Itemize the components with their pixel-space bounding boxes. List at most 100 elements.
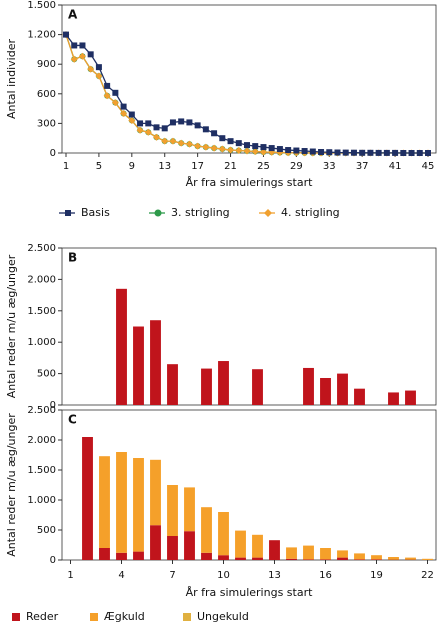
marker: [145, 120, 152, 127]
marker: [103, 92, 111, 100]
marker: [425, 150, 431, 156]
marker: [276, 146, 283, 153]
marker: [79, 42, 86, 49]
y-tick-label: 500: [37, 369, 56, 380]
x-tick-label: 13: [268, 570, 281, 581]
bar-segment: [371, 555, 382, 560]
marker: [235, 140, 242, 147]
marker: [202, 143, 210, 151]
marker: [185, 140, 193, 148]
plot-frame: [61, 4, 437, 154]
marker: [218, 145, 226, 153]
bar: [388, 392, 399, 405]
y-axis-title: Antal individer: [5, 39, 18, 119]
x-tick-label: 16: [319, 570, 332, 581]
marker: [252, 143, 259, 150]
plot-frame: [61, 409, 437, 561]
bar-segment: [235, 557, 246, 560]
marker: [259, 148, 267, 156]
marker: [334, 149, 341, 156]
y-tick-label: 1.500: [27, 465, 56, 476]
marker: [95, 64, 102, 71]
panel-label: B: [68, 251, 77, 265]
legend-marker: [65, 210, 71, 216]
y-tick-label: 2.000: [27, 435, 56, 446]
y-tick-label: 2.000: [27, 274, 56, 285]
bar-segment: [133, 551, 144, 560]
marker: [120, 103, 127, 110]
bar-segment: [354, 559, 365, 560]
legend-marker: [264, 209, 272, 217]
bar-segment: [116, 552, 127, 560]
y-tick-label: 1.500: [27, 0, 56, 11]
x-tick-label: 21: [224, 161, 237, 172]
marker: [260, 144, 267, 151]
legend-swatch: [12, 613, 20, 621]
series-line: [65, 34, 428, 154]
bar-segment: [201, 552, 212, 560]
marker: [87, 65, 95, 73]
marker: [392, 149, 399, 156]
x-tick-label: 41: [389, 161, 402, 172]
bar: [354, 388, 365, 405]
marker: [342, 149, 349, 156]
bar-segment: [371, 559, 382, 560]
panel-label: C: [68, 413, 77, 427]
x-axis-title: År fra simulerings start: [186, 176, 314, 189]
x-tick-label: 37: [356, 161, 369, 172]
bar: [167, 364, 178, 405]
marker: [416, 150, 423, 156]
bar-segment: [235, 530, 246, 558]
bar-segment: [99, 548, 110, 560]
bar: [405, 390, 416, 405]
legend-label: Ægkuld: [104, 610, 145, 623]
plot-frame: [61, 247, 437, 406]
bar: [218, 361, 229, 405]
marker: [144, 128, 152, 136]
legend-label: 4. strigling: [281, 206, 340, 219]
legend-swatch: [183, 613, 191, 621]
marker: [111, 99, 119, 107]
marker: [359, 149, 366, 156]
marker: [194, 142, 202, 150]
marker: [112, 89, 119, 96]
y-tick-label: 1.000: [27, 495, 56, 506]
x-tick-label: 9: [129, 161, 135, 172]
x-tick-label: 13: [158, 161, 171, 172]
bar: [337, 373, 348, 405]
marker: [400, 150, 407, 156]
y-tick-label: 1.200: [27, 30, 56, 41]
marker: [169, 119, 176, 126]
marker: [211, 130, 218, 137]
marker: [161, 137, 169, 145]
y-tick-label: 0: [50, 148, 56, 159]
legend-label: Ungekuld: [197, 610, 249, 623]
marker: [309, 148, 316, 155]
bar-segment: [303, 559, 314, 560]
marker: [137, 120, 144, 127]
marker: [194, 122, 201, 129]
bar: [320, 377, 331, 405]
bar-segment: [116, 452, 127, 553]
y-tick-label: 0: [50, 400, 56, 411]
marker: [104, 82, 111, 89]
y-tick-label: 300: [37, 118, 56, 129]
marker: [169, 137, 177, 145]
bar-segment: [150, 525, 161, 560]
marker: [186, 119, 193, 126]
bar-segment: [99, 456, 110, 548]
marker: [268, 145, 275, 152]
y-axis-title: Antal reder m/u æg/unger: [5, 413, 18, 557]
bar-segment: [218, 512, 229, 556]
bar-segment: [218, 555, 229, 560]
marker: [227, 146, 235, 154]
bar-segment: [150, 459, 161, 526]
bar-segment: [82, 437, 93, 560]
y-tick-label: 1.500: [27, 306, 56, 317]
bar-segment: [286, 558, 297, 560]
y-tick-label: 500: [37, 525, 56, 536]
marker: [178, 118, 185, 125]
bar: [201, 368, 212, 405]
marker: [285, 147, 292, 154]
